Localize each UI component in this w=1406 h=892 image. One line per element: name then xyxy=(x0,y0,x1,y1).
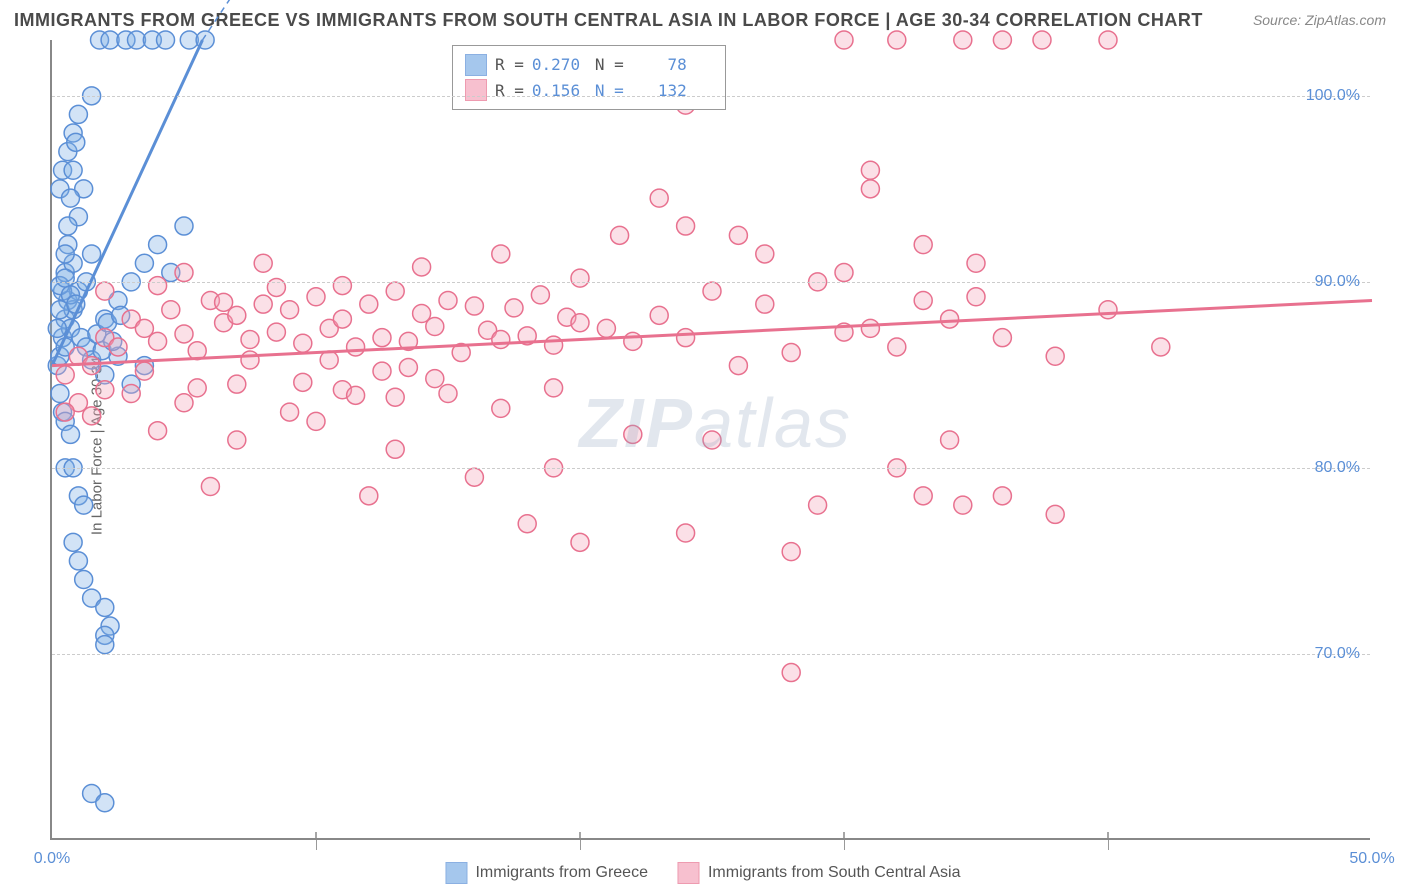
y-tick-label: 90.0% xyxy=(1315,273,1360,291)
plot-area: ZIPatlas R = 0.270 N = 78 R = 0.156 N = … xyxy=(50,40,1370,840)
chart-title: IMMIGRANTS FROM GREECE VS IMMIGRANTS FRO… xyxy=(14,10,1203,31)
legend-item-2: Immigrants from South Central Asia xyxy=(678,862,961,884)
n-label: N = xyxy=(595,52,624,78)
n-value-2: 132 xyxy=(658,78,713,104)
r-label: R = xyxy=(495,78,524,104)
r-label: R = xyxy=(495,52,524,78)
series-1-name: Immigrants from Greece xyxy=(475,864,647,882)
legend-item-1: Immigrants from Greece xyxy=(445,862,647,884)
y-tick-label: 70.0% xyxy=(1315,645,1360,663)
series-2-name: Immigrants from South Central Asia xyxy=(708,864,961,882)
stats-row-series-1: R = 0.270 N = 78 xyxy=(465,52,713,78)
n-label: N = xyxy=(595,78,650,104)
r-value-1: 0.270 xyxy=(532,52,587,78)
swatch-series-2 xyxy=(465,79,487,101)
stats-legend: R = 0.270 N = 78 R = 0.156 N = 132 xyxy=(452,45,726,110)
x-tick-label: 50.0% xyxy=(1349,850,1394,868)
swatch-series-2-bottom xyxy=(678,862,700,884)
bottom-legend: Immigrants from Greece Immigrants from S… xyxy=(445,862,960,884)
r-value-2: 0.156 xyxy=(532,78,587,104)
swatch-series-1-bottom xyxy=(445,862,467,884)
source-attribution: Source: ZipAtlas.com xyxy=(1253,12,1386,28)
x-tick-label: 0.0% xyxy=(34,850,70,868)
stats-row-series-2: R = 0.156 N = 132 xyxy=(465,78,713,104)
y-tick-label: 100.0% xyxy=(1306,87,1360,105)
scatter-svg xyxy=(52,40,1370,838)
swatch-series-1 xyxy=(465,54,487,76)
y-tick-label: 80.0% xyxy=(1315,459,1360,477)
n-value-1: 78 xyxy=(632,52,687,78)
